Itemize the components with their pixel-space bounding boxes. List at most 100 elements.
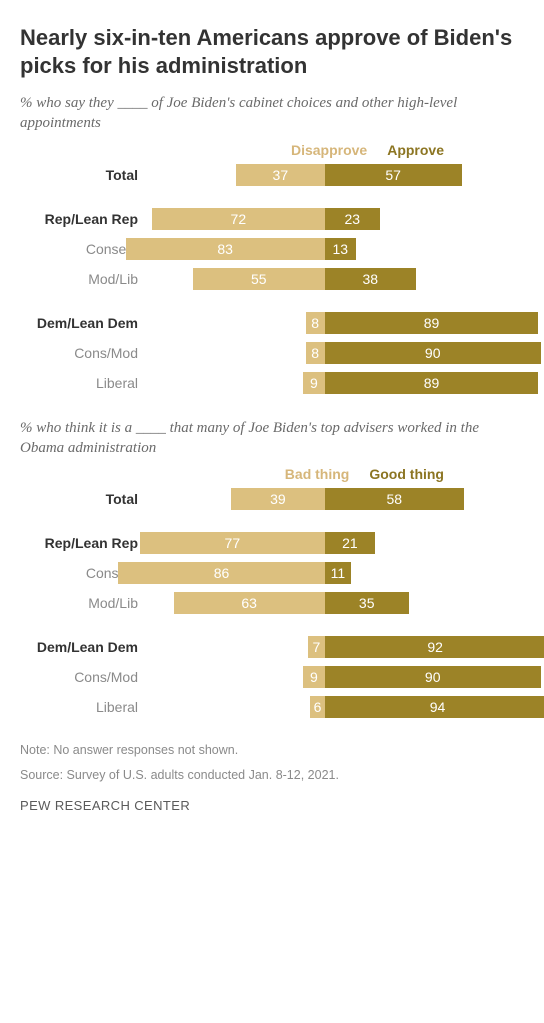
bar-positive-value: 13 xyxy=(333,241,349,257)
row-bars: 8 89 xyxy=(148,312,524,334)
bar-positive: 11 xyxy=(325,562,351,584)
bar-positive-value: 92 xyxy=(427,639,443,655)
bar-positive: 89 xyxy=(325,372,539,394)
row-label: Liberal xyxy=(20,375,148,391)
chart-row: Dem/Lean Dem792 xyxy=(20,634,524,660)
bar-positive: 13 xyxy=(325,238,356,260)
row-label: Cons/Mod xyxy=(20,669,148,685)
row-label: Total xyxy=(20,491,148,507)
bar-positive-value: 94 xyxy=(430,699,446,715)
group-spacer xyxy=(20,620,524,634)
bar-negative: 9 xyxy=(303,372,325,394)
chart-row: Total 37 57 xyxy=(20,162,524,188)
row-label: Liberal xyxy=(20,699,148,715)
chart2-subtitle: % who think it is a ____ that many of Jo… xyxy=(20,418,524,459)
bar-positive-value: 89 xyxy=(424,315,440,331)
group-spacer xyxy=(20,296,524,310)
bar-positive-value: 58 xyxy=(387,491,403,507)
chart-row: Conserv8313 xyxy=(20,236,524,262)
row-bars: 7 92 xyxy=(148,636,524,658)
chart-row: Liberal 6 94 xyxy=(20,694,524,720)
chart-row: Mod/Lib 63 35 xyxy=(20,590,524,616)
bar-negative-value: 72 xyxy=(231,211,247,227)
chart2-legend: Bad thing Good thing xyxy=(20,466,524,482)
bar-negative: 55 xyxy=(193,268,325,290)
bar-negative-value: 8 xyxy=(311,315,319,331)
bar-positive: 57 xyxy=(325,164,462,186)
row-bars: 83 13 xyxy=(148,238,524,260)
bar-positive-value: 89 xyxy=(424,375,440,391)
chart-row: Liberal 9 89 xyxy=(20,370,524,396)
bar-positive-value: 35 xyxy=(359,595,375,611)
chart2: Total3958Rep/Lean Rep7721Conserv8611Mod/… xyxy=(20,486,524,720)
footer-brand: PEW RESEARCH CENTER xyxy=(20,798,524,813)
bar-negative-value: 37 xyxy=(273,167,289,183)
bar-positive: 94 xyxy=(325,696,544,718)
row-bars: 37 57 xyxy=(148,164,524,186)
row-bars: 77 21 xyxy=(148,532,524,554)
bar-negative-value: 39 xyxy=(270,491,286,507)
chart-row: Mod/Lib 55 38 xyxy=(20,266,524,292)
bar-negative-value: 63 xyxy=(241,595,257,611)
bar-positive: 58 xyxy=(325,488,464,510)
note-line-1: Note: No answer responses not shown. xyxy=(20,742,524,759)
row-label: Mod/Lib xyxy=(20,271,148,287)
bar-positive-value: 90 xyxy=(425,669,441,685)
bar-positive-value: 57 xyxy=(385,167,401,183)
legend-disapprove: Disapprove xyxy=(291,142,367,158)
row-bars: 39 58 xyxy=(148,488,524,510)
chart-row: Conserv8611 xyxy=(20,560,524,586)
bar-negative: 6 xyxy=(310,696,324,718)
bar-negative: 86 xyxy=(118,562,324,584)
row-label: Dem/Lean Dem xyxy=(20,315,148,331)
row-label: Total xyxy=(20,167,148,183)
bar-negative-value: 6 xyxy=(314,699,322,715)
chart1-subtitle: % who say they ____ of Joe Biden's cabin… xyxy=(20,93,524,134)
bar-negative-value: 9 xyxy=(310,669,318,685)
bar-negative: 63 xyxy=(174,592,325,614)
bar-negative-value: 86 xyxy=(214,565,230,581)
row-bars: 890 xyxy=(148,342,524,364)
bar-positive: 92 xyxy=(325,636,544,658)
legend-bad-thing: Bad thing xyxy=(285,466,350,482)
group-spacer xyxy=(20,516,524,530)
bar-positive: 90 xyxy=(325,666,541,688)
bar-negative-value: 9 xyxy=(310,375,318,391)
row-bars: 6 94 xyxy=(148,696,524,718)
bar-positive-value: 11 xyxy=(331,565,346,581)
chart1: Total3757Rep/Lean Rep7223Conserv8313Mod/… xyxy=(20,162,524,396)
row-label: Cons/Mod xyxy=(20,345,148,361)
chart1-legend: Disapprove Approve xyxy=(20,142,524,158)
bar-negative: 9 xyxy=(303,666,325,688)
bar-negative: 72 xyxy=(152,208,325,230)
bar-positive: 35 xyxy=(325,592,409,614)
bar-positive: 21 xyxy=(325,532,375,554)
bar-positive: 89 xyxy=(325,312,539,334)
bar-negative-value: 8 xyxy=(311,345,319,361)
chart-row: Total 39 58 xyxy=(20,486,524,512)
row-bars: 7223 xyxy=(148,208,524,230)
bar-negative-value: 77 xyxy=(225,535,241,551)
bar-negative: 37 xyxy=(236,164,325,186)
chart-row: Dem/Lean Dem 8 89 xyxy=(20,310,524,336)
bar-negative-value: 7 xyxy=(312,639,320,655)
row-label: Mod/Lib xyxy=(20,595,148,611)
bar-positive-value: 21 xyxy=(342,535,358,551)
page-title: Nearly six-in-ten Americans approve of B… xyxy=(20,24,524,79)
chart-row: Rep/Lean Rep7721 xyxy=(20,530,524,556)
chart-row: Cons/Mod 9 90 xyxy=(20,664,524,690)
bar-negative: 7 xyxy=(308,636,325,658)
group-spacer xyxy=(20,192,524,206)
bar-positive: 90 xyxy=(325,342,541,364)
row-bars: 9 90 xyxy=(148,666,524,688)
row-label: Rep/Lean Rep xyxy=(20,211,148,227)
legend-approve: Approve xyxy=(387,142,444,158)
bar-negative: 83 xyxy=(126,238,325,260)
bar-negative-value: 83 xyxy=(217,241,233,257)
row-bars: 63 35 xyxy=(148,592,524,614)
bar-negative-value: 55 xyxy=(251,271,267,287)
bar-negative: 8 xyxy=(306,312,325,334)
chart-row: Rep/Lean Rep7223 xyxy=(20,206,524,232)
bar-positive: 38 xyxy=(325,268,416,290)
row-bars: 55 38 xyxy=(148,268,524,290)
